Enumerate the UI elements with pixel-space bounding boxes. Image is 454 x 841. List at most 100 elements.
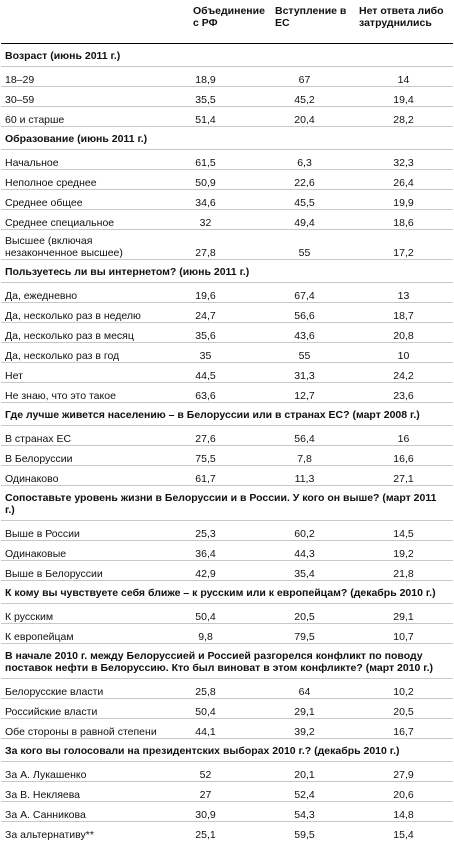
value-join-eu: 43,6 <box>259 323 355 343</box>
row-label: За альтернативу** <box>1 822 163 841</box>
row-label: Высшее (включая незаконченное высшее) <box>1 230 163 260</box>
survey-table-page: Объединение с РФ Вступление в ЕС Нет отв… <box>0 0 454 814</box>
value-union-with-russia: 42,9 <box>163 561 259 581</box>
value-no-answer: 19,4 <box>355 87 453 107</box>
value-join-eu: 67,4 <box>259 283 355 303</box>
value-union-with-russia: 50,4 <box>163 699 259 719</box>
header-no-answer: Нет ответа либо затруднились <box>355 0 453 44</box>
value-no-answer: 17,2 <box>355 230 453 260</box>
row-label: Да, несколько раз в год <box>1 343 163 363</box>
value-no-answer: 16,7 <box>355 719 453 739</box>
section-title: За кого вы голосовали на президентских в… <box>1 739 453 762</box>
value-union-with-russia: 25,1 <box>163 822 259 841</box>
value-join-eu: 79,5 <box>259 624 355 644</box>
header-label-column <box>1 0 163 44</box>
value-no-answer: 14 <box>355 67 453 87</box>
section-header: К кому вы чувствуете себя ближе – к русс… <box>1 581 453 604</box>
row-label: 30–59 <box>1 87 163 107</box>
value-join-eu: 39,2 <box>259 719 355 739</box>
value-union-with-russia: 24,7 <box>163 303 259 323</box>
value-join-eu: 56,4 <box>259 426 355 446</box>
section-header: Где лучше живется населению – в Белорусс… <box>1 403 453 426</box>
value-join-eu: 55 <box>259 343 355 363</box>
section-title: Сопоставьте уровень жизни в Белоруссии и… <box>1 486 453 521</box>
value-union-with-russia: 32 <box>163 210 259 230</box>
value-union-with-russia: 61,7 <box>163 466 259 486</box>
value-union-with-russia: 50,4 <box>163 604 259 624</box>
value-no-answer: 15,4 <box>355 822 453 841</box>
value-no-answer: 14,8 <box>355 802 453 822</box>
row-label: Да, несколько раз в месяц <box>1 323 163 343</box>
row-label: 60 и старше <box>1 107 163 127</box>
value-no-answer: 14,5 <box>355 521 453 541</box>
row-label: Неполное среднее <box>1 170 163 190</box>
row-label: Да, ежедневно <box>1 283 163 303</box>
value-join-eu: 59,5 <box>259 822 355 841</box>
value-join-eu: 12,7 <box>259 383 355 403</box>
value-no-answer: 20,8 <box>355 323 453 343</box>
value-no-answer: 20,5 <box>355 699 453 719</box>
value-union-with-russia: 51,4 <box>163 107 259 127</box>
value-union-with-russia: 27,6 <box>163 426 259 446</box>
section-title: Образование (июнь 2011 г.) <box>1 127 453 150</box>
value-union-with-russia: 35,6 <box>163 323 259 343</box>
value-join-eu: 49,4 <box>259 210 355 230</box>
value-union-with-russia: 52 <box>163 762 259 782</box>
table-row: Высшее (включая незаконченное высшее)27,… <box>1 230 453 260</box>
row-label: Белорусские власти <box>1 679 163 699</box>
value-union-with-russia: 75,5 <box>163 446 259 466</box>
value-no-answer: 21,8 <box>355 561 453 581</box>
value-join-eu: 52,4 <box>259 782 355 802</box>
row-label: 18–29 <box>1 67 163 87</box>
value-join-eu: 64 <box>259 679 355 699</box>
value-no-answer: 23,6 <box>355 383 453 403</box>
section-header: Пользуетесь ли вы интернетом? (июнь 2011… <box>1 260 453 283</box>
value-no-answer: 18,7 <box>355 303 453 323</box>
row-label: Среднее специальное <box>1 210 163 230</box>
value-join-eu: 6,3 <box>259 150 355 170</box>
value-union-with-russia: 18,9 <box>163 67 259 87</box>
row-label: Нет <box>1 363 163 383</box>
row-label: За В. Некляева <box>1 782 163 802</box>
value-union-with-russia: 35,5 <box>163 87 259 107</box>
value-join-eu: 67 <box>259 67 355 87</box>
row-label: За А. Санникова <box>1 802 163 822</box>
value-no-answer: 24,2 <box>355 363 453 383</box>
section-title: Пользуетесь ли вы интернетом? (июнь 2011… <box>1 260 453 283</box>
header-union-with-russia: Объединение с РФ <box>163 0 259 44</box>
section-title: Где лучше живется населению – в Белорусс… <box>1 403 453 426</box>
section-header: Сопоставьте уровень жизни в Белоруссии и… <box>1 486 453 521</box>
row-label: К русским <box>1 604 163 624</box>
value-union-with-russia: 61,5 <box>163 150 259 170</box>
value-no-answer: 13 <box>355 283 453 303</box>
value-no-answer: 18,6 <box>355 210 453 230</box>
row-label: Среднее общее <box>1 190 163 210</box>
value-join-eu: 44,3 <box>259 541 355 561</box>
value-union-with-russia: 36,4 <box>163 541 259 561</box>
value-join-eu: 20,4 <box>259 107 355 127</box>
value-no-answer: 16 <box>355 426 453 446</box>
value-join-eu: 56,6 <box>259 303 355 323</box>
